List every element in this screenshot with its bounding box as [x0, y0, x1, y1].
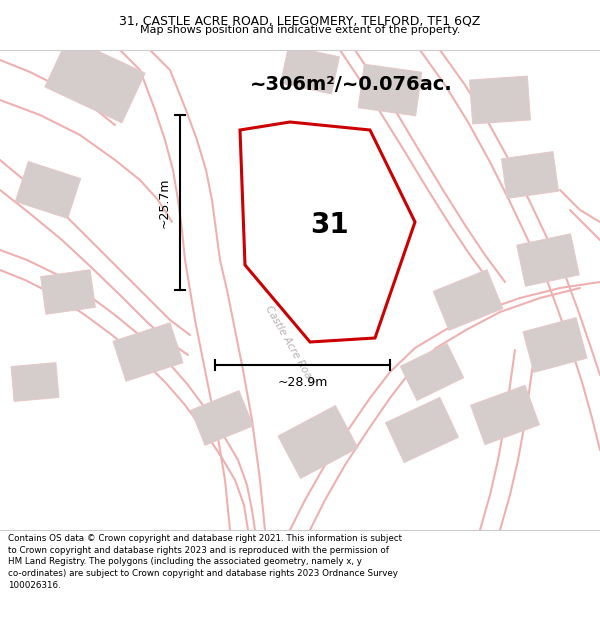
- Polygon shape: [278, 406, 358, 479]
- Text: 31: 31: [311, 211, 349, 239]
- Polygon shape: [502, 152, 559, 198]
- Text: Castle Acre Road: Castle Acre Road: [263, 304, 317, 386]
- Polygon shape: [433, 269, 503, 331]
- Polygon shape: [45, 37, 145, 123]
- Polygon shape: [358, 64, 422, 116]
- Polygon shape: [191, 391, 253, 446]
- Text: ~25.7m: ~25.7m: [157, 177, 170, 227]
- Text: ~28.9m: ~28.9m: [277, 376, 328, 389]
- Text: 31, CASTLE ACRE ROAD, LEEGOMERY, TELFORD, TF1 6QZ: 31, CASTLE ACRE ROAD, LEEGOMERY, TELFORD…: [119, 15, 481, 28]
- Text: ~306m²/~0.076ac.: ~306m²/~0.076ac.: [250, 75, 453, 94]
- Text: Map shows position and indicative extent of the property.: Map shows position and indicative extent…: [140, 25, 460, 35]
- Polygon shape: [386, 398, 458, 462]
- Polygon shape: [400, 344, 464, 401]
- Polygon shape: [240, 122, 415, 342]
- Text: Contains OS data © Crown copyright and database right 2021. This information is : Contains OS data © Crown copyright and d…: [8, 534, 402, 590]
- Polygon shape: [470, 76, 530, 124]
- Polygon shape: [523, 318, 587, 372]
- Polygon shape: [517, 234, 579, 286]
- Polygon shape: [41, 270, 95, 314]
- Polygon shape: [470, 386, 539, 444]
- Polygon shape: [281, 46, 340, 94]
- Polygon shape: [16, 161, 80, 219]
- Polygon shape: [113, 322, 183, 381]
- Polygon shape: [11, 362, 59, 401]
